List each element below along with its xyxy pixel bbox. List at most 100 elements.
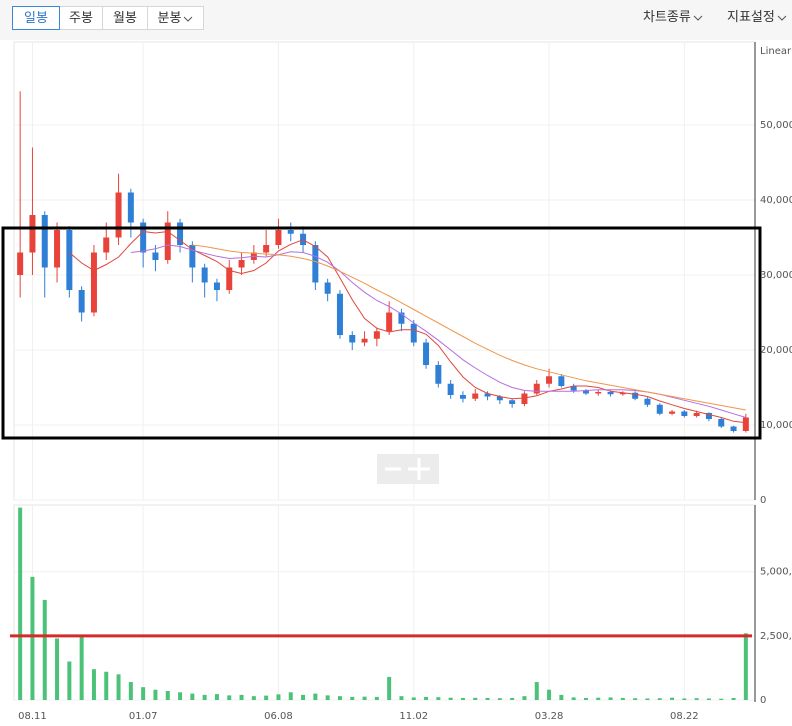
toolbar: 일봉 주봉 월봉 분봉 차트종류 지표설정 (0, 0, 792, 40)
chevron (184, 16, 193, 22)
volume-bar (227, 695, 232, 700)
button-label: 분봉 (157, 11, 182, 26)
candle-body (447, 383, 454, 395)
candle-body (29, 215, 36, 253)
volume-bar (79, 635, 84, 700)
candle-body (336, 293, 343, 335)
volume-bar (485, 697, 490, 700)
candle-body (213, 282, 220, 290)
chevron (693, 15, 703, 21)
x-tick-label: 08.22 (670, 711, 699, 722)
volume-bar (30, 576, 35, 700)
menu[interactable]: 지표설정 (727, 6, 787, 30)
volume-bar (67, 661, 72, 700)
volume-bar (325, 695, 330, 700)
candle-body (496, 396, 503, 401)
moving-average (192, 244, 746, 411)
candle-body (54, 230, 61, 268)
volume-bar (411, 697, 416, 700)
candle-body (177, 222, 184, 245)
menu[interactable]: 차트종류 (643, 6, 703, 30)
volume-bar (178, 692, 183, 700)
candle-body (570, 386, 577, 391)
candle-body (41, 215, 48, 268)
volume-bar (522, 696, 527, 700)
highlight-box (1, 226, 762, 440)
candle-body (78, 290, 85, 313)
volume-bar (128, 682, 133, 700)
candle-body (705, 413, 712, 419)
period-button[interactable]: 월봉 (102, 6, 148, 30)
volume-bar (670, 697, 675, 700)
candle-body (582, 390, 589, 394)
candle-body (189, 245, 196, 268)
candle-body (459, 395, 466, 399)
volume-bar (214, 694, 219, 700)
y-tick-label: 10,000 (760, 420, 792, 431)
candle-body (90, 252, 97, 313)
chevron (777, 15, 787, 21)
candle-body (669, 411, 676, 414)
candle-body (127, 192, 134, 223)
candle-body (287, 230, 294, 234)
candle-body (373, 331, 380, 339)
candle-body (140, 222, 147, 253)
candle-body (201, 267, 208, 283)
candle-body (484, 393, 491, 397)
period-button[interactable]: 일봉 (12, 6, 60, 30)
moving-average (68, 230, 746, 424)
candle-body (607, 392, 614, 395)
menu-label: 지표설정 (727, 10, 775, 25)
candle-body (558, 376, 565, 386)
volume-bar (18, 507, 23, 700)
x-tick-label: 06.08 (264, 711, 293, 722)
volume-bar (497, 698, 502, 700)
candle-body (238, 260, 245, 268)
volume-bar (657, 698, 662, 700)
candle-body (435, 365, 442, 384)
volume-bar (301, 694, 306, 700)
zoom-control[interactable] (377, 454, 439, 484)
candle-body (103, 237, 110, 253)
volume-bar (706, 698, 711, 700)
candle-body (423, 342, 430, 365)
x-tick-label: 11.02 (399, 711, 428, 722)
volume-bar (547, 689, 552, 700)
volume-bar (448, 697, 453, 700)
volume-bar (153, 689, 158, 700)
volume-bar (190, 693, 195, 700)
volume-bar (559, 694, 564, 700)
volume-bar (436, 697, 441, 700)
candle-body (226, 267, 233, 290)
moving-average (130, 244, 747, 418)
candle-body (324, 282, 331, 294)
x-tick-label: 08.11 (18, 711, 47, 722)
volume-bar (362, 696, 367, 700)
scale-label: Linear (760, 46, 792, 57)
y-tick-label: 2,500,000 (760, 631, 792, 642)
volume-bar (42, 599, 47, 700)
period-button[interactable]: 주봉 (59, 6, 103, 30)
candle-body (730, 426, 737, 431)
volume-bar (682, 698, 687, 700)
candle-body (349, 335, 356, 343)
period-button[interactable]: 분봉 (147, 6, 204, 30)
candle-body (386, 312, 393, 332)
volume-bar (608, 697, 613, 700)
y-tick-label: 0 (760, 695, 766, 706)
volume-bar (583, 697, 588, 700)
volume-bar (91, 669, 96, 700)
candle-body (472, 393, 479, 399)
volume-panel (13, 504, 756, 701)
volume-bar (165, 691, 170, 700)
volume-bar (510, 697, 515, 700)
volume-bar (633, 698, 638, 700)
y-tick-label: 0 (760, 495, 766, 506)
price-panel (13, 41, 756, 501)
candle-body (546, 376, 553, 384)
candle-body (681, 411, 688, 416)
x-tick-label: 01.07 (129, 711, 158, 722)
candle-body (595, 392, 602, 394)
volume-bar (350, 696, 355, 700)
